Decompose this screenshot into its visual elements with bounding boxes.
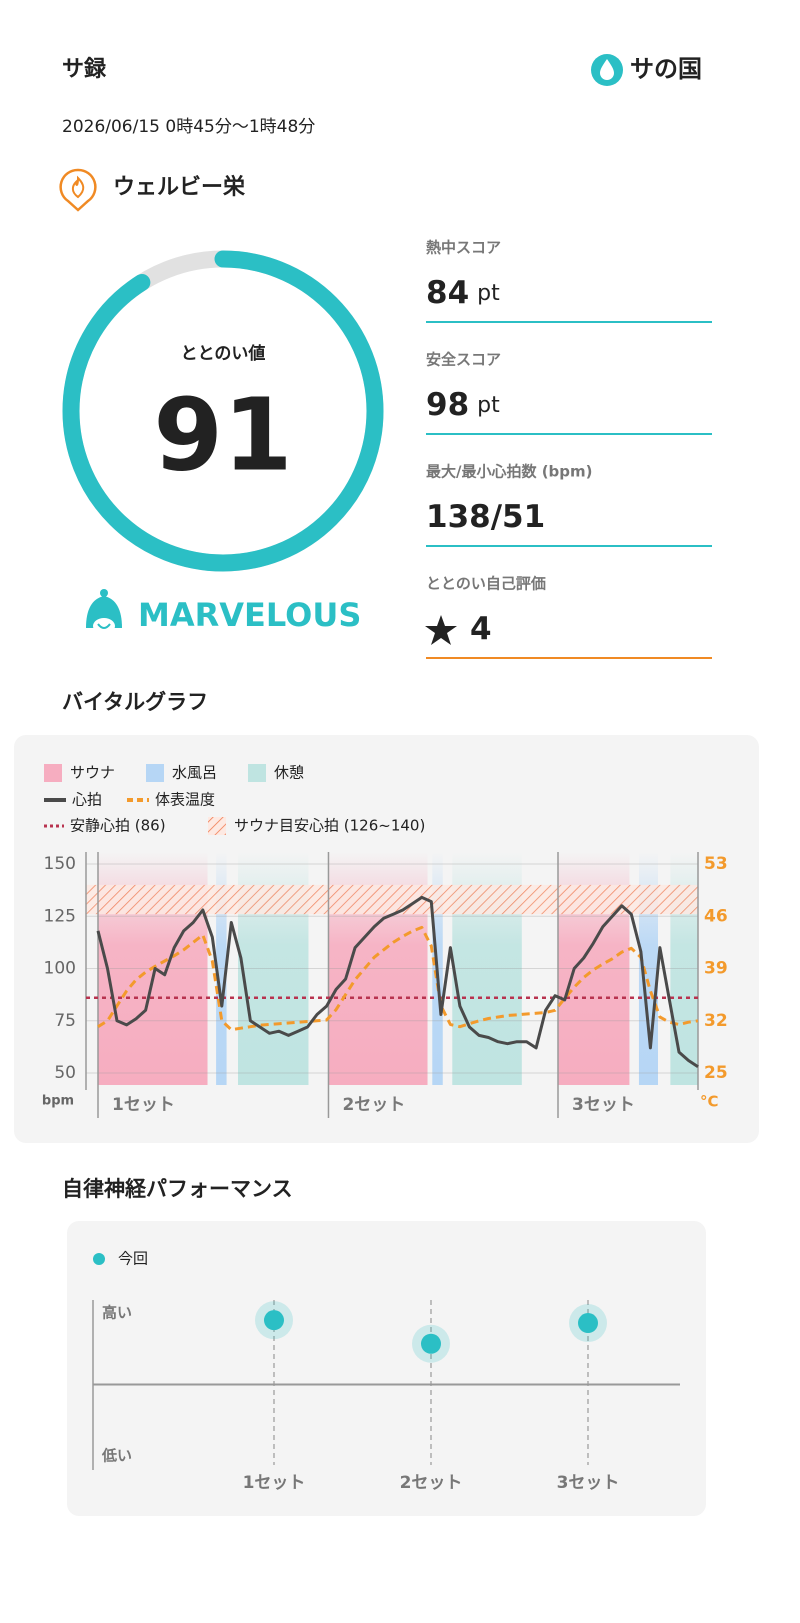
legend-swatch [248,764,266,782]
target-zone [86,884,698,915]
rank-icon [86,589,122,634]
stat-value: 4 [470,611,492,647]
stat-label: 安全スコア [426,351,501,369]
legend-label: 水風呂 [172,764,217,782]
rank-icon-hat [86,596,122,628]
legend-label: サウナ [70,764,115,782]
series-line [96,895,699,1068]
section-title: バイタルグラフ [62,690,208,714]
y-tick-label: 75 [54,1011,76,1031]
stat-value: 98 pt [426,387,500,423]
facility-flame [71,175,85,199]
dot [578,1313,598,1334]
y2-tick-label: 46 [704,906,728,926]
facility-name: ウェルビー栄 [113,175,246,200]
y2-unit: °C [700,1093,719,1111]
logo-drop [600,59,614,80]
y-unit: bpm [42,1094,74,1109]
phase-band [216,852,227,1085]
stat-label: ととのい自己評価 [426,575,546,593]
y-tick-label: 100 [44,959,76,979]
y-tick-label: 150 [44,854,76,874]
y-tick-label: 低い [101,1447,132,1465]
rank-icon-top [100,589,108,597]
legend-label: 心拍 [72,791,102,809]
score-ring [62,250,384,572]
rank: MARVELOUS [138,596,361,634]
stats: 熱中スコア 84 pt 安全スコア 98 pt 最大/最小心拍数 (bpm) 138/51 とと… [426,239,712,659]
score-label: ととのい値 [181,343,266,364]
y-tick-label: 50 [54,1063,76,1083]
stat-number: 4 [470,611,492,647]
stat-label: 最大/最小心拍数 (bpm) [426,463,593,481]
set-label: 3セット [572,1095,635,1115]
vital-chart: 50 75 100 125 150 25 32 39 46 53 bpm °C 1セット 2セット 3セット… [42,764,728,1118]
dot [421,1333,441,1354]
legend-label: 安静心拍 (86) [70,817,166,835]
y2-tick-label: 39 [704,959,728,979]
section-title: 自律神経パフォーマンス [62,1177,293,1201]
x-tick-label: 2セット [400,1473,463,1493]
legend-swatch [146,764,164,782]
autonomic-chart: 低い 高い 1セット 2セット 3セット 今回 [92,1250,680,1493]
x-tick-label: 1セット [243,1473,306,1493]
series-line [97,925,699,1032]
chart-card [67,1221,706,1516]
stat-value: 84 pt [426,275,500,311]
legend-label: 体表温度 [155,791,215,809]
set-label: 2セット [342,1095,405,1115]
rank-icon-face [93,618,115,634]
rank-icon-mouth [97,623,111,629]
star-icon [425,615,457,645]
stat-value: 138/51 [426,499,545,535]
logo-text: サの国 [630,55,702,83]
legend-swatch [44,764,62,782]
stat-number: 84 [426,275,469,311]
legend-label: 休憩 [274,764,304,782]
y2-tick-label: 25 [704,1063,728,1083]
y2-tick-label: 32 [704,1011,728,1031]
stat-number: 98 [426,387,469,423]
legend-label: サウナ目安心拍 (126~140) [234,817,425,835]
stat-unit: pt [477,393,500,418]
x-tick-label: 3セット [557,1473,620,1493]
y-tick-label: 高い [102,1304,132,1322]
stat-label: 熱中スコア [426,239,501,257]
stat-number: 138/51 [426,499,545,535]
score-value: 91 [153,376,292,493]
set-label: 1セット [112,1095,175,1115]
legend-label: 今回 [118,1250,148,1268]
session-datetime: 2026/06/15 0時45分〜1時48分 [62,117,315,137]
app-title: サ録 [62,57,107,82]
dot [264,1310,284,1331]
legend-dot [93,1253,105,1265]
y-tick-label: 125 [44,906,76,926]
facility-icon [59,168,97,212]
legend-swatch [208,817,226,835]
stat-unit: pt [477,281,500,306]
y2-tick-label: 53 [704,854,728,874]
